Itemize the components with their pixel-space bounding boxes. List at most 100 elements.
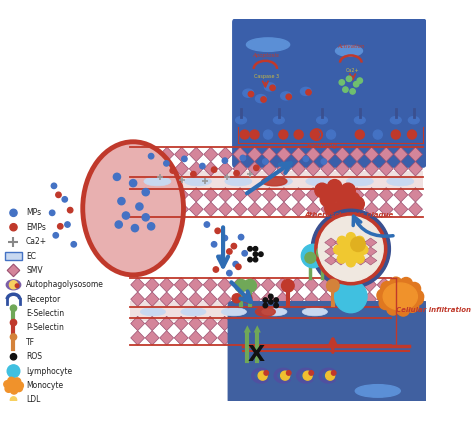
Circle shape <box>317 247 328 258</box>
Polygon shape <box>306 202 320 216</box>
Polygon shape <box>276 278 290 292</box>
Polygon shape <box>319 316 333 331</box>
Circle shape <box>71 242 76 247</box>
Circle shape <box>333 189 347 203</box>
Circle shape <box>351 237 365 251</box>
Circle shape <box>310 130 319 139</box>
Circle shape <box>136 203 143 210</box>
Circle shape <box>328 250 338 261</box>
Polygon shape <box>233 147 247 162</box>
Polygon shape <box>321 188 335 202</box>
Ellipse shape <box>144 177 171 186</box>
Polygon shape <box>334 292 347 307</box>
Circle shape <box>147 223 155 230</box>
Polygon shape <box>306 147 320 162</box>
Text: SMV: SMV <box>26 266 43 275</box>
Polygon shape <box>246 316 261 331</box>
FancyBboxPatch shape <box>228 301 429 404</box>
Polygon shape <box>334 316 347 331</box>
Circle shape <box>400 278 412 290</box>
Ellipse shape <box>225 177 252 186</box>
Circle shape <box>387 302 400 315</box>
Polygon shape <box>321 202 335 216</box>
Circle shape <box>346 192 360 206</box>
Circle shape <box>286 94 292 100</box>
Bar <box>130 170 423 190</box>
Polygon shape <box>277 188 291 202</box>
Polygon shape <box>365 147 379 162</box>
Circle shape <box>227 249 232 254</box>
Circle shape <box>234 170 239 176</box>
Circle shape <box>346 233 356 242</box>
Polygon shape <box>246 292 261 307</box>
Polygon shape <box>325 256 337 265</box>
Circle shape <box>264 130 273 139</box>
Polygon shape <box>232 331 246 345</box>
Text: Activation: Activation <box>337 44 365 49</box>
Polygon shape <box>204 188 218 202</box>
Polygon shape <box>131 162 145 176</box>
Circle shape <box>355 236 364 245</box>
Ellipse shape <box>140 308 165 316</box>
Text: Apoptosis: Apoptosis <box>252 53 279 58</box>
Polygon shape <box>394 147 408 162</box>
Polygon shape <box>305 278 319 292</box>
Circle shape <box>56 192 61 198</box>
Polygon shape <box>290 331 304 345</box>
Ellipse shape <box>383 283 418 310</box>
Text: TF: TF <box>26 338 35 347</box>
Circle shape <box>259 252 263 257</box>
Circle shape <box>305 252 316 263</box>
Polygon shape <box>174 316 188 331</box>
Text: Blebbing: Blebbing <box>307 143 337 149</box>
Circle shape <box>309 371 313 375</box>
Circle shape <box>231 243 237 249</box>
Polygon shape <box>189 278 202 292</box>
Polygon shape <box>377 278 391 292</box>
Ellipse shape <box>336 45 363 56</box>
Circle shape <box>10 397 17 403</box>
Polygon shape <box>131 292 145 307</box>
Circle shape <box>354 81 359 87</box>
Circle shape <box>65 222 70 227</box>
Polygon shape <box>363 331 376 345</box>
Circle shape <box>379 297 392 310</box>
Polygon shape <box>203 331 217 345</box>
Circle shape <box>326 371 335 380</box>
Ellipse shape <box>265 177 292 186</box>
Circle shape <box>357 78 363 83</box>
Circle shape <box>261 97 266 102</box>
Polygon shape <box>379 147 393 162</box>
Circle shape <box>334 256 345 266</box>
Polygon shape <box>189 331 202 345</box>
Polygon shape <box>160 292 173 307</box>
Polygon shape <box>394 188 408 202</box>
Ellipse shape <box>302 308 328 316</box>
Circle shape <box>62 197 67 202</box>
Circle shape <box>16 382 23 389</box>
Circle shape <box>227 271 232 276</box>
Polygon shape <box>334 331 347 345</box>
Polygon shape <box>365 256 377 265</box>
Circle shape <box>339 80 345 85</box>
Circle shape <box>411 293 423 305</box>
Polygon shape <box>292 188 306 202</box>
Polygon shape <box>305 331 319 345</box>
Circle shape <box>253 252 258 257</box>
Polygon shape <box>174 147 189 162</box>
Polygon shape <box>174 292 188 307</box>
Polygon shape <box>189 147 203 162</box>
Polygon shape <box>131 147 145 162</box>
Circle shape <box>391 130 400 139</box>
Polygon shape <box>189 292 202 307</box>
Circle shape <box>406 300 419 312</box>
Polygon shape <box>246 331 261 345</box>
Polygon shape <box>276 316 290 331</box>
Polygon shape <box>262 202 276 216</box>
Circle shape <box>164 161 169 166</box>
Polygon shape <box>218 331 232 345</box>
Polygon shape <box>145 278 159 292</box>
Polygon shape <box>131 202 145 216</box>
Circle shape <box>343 235 354 246</box>
Circle shape <box>10 354 17 360</box>
